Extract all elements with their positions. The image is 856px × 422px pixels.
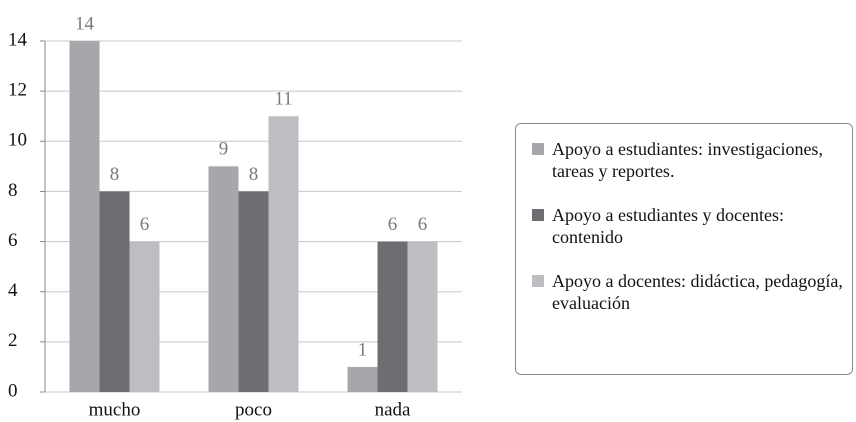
y-tick-label: 10 <box>8 130 27 151</box>
bar <box>407 241 438 392</box>
data-label: 1 <box>358 339 368 360</box>
legend-swatch <box>532 275 544 287</box>
legend-label: Apoyo a docentes: didáctica, pedagogía, … <box>552 271 843 313</box>
bar <box>268 116 299 392</box>
data-label: 8 <box>249 164 259 185</box>
bar <box>99 191 130 392</box>
bar <box>129 241 160 392</box>
data-label: 6 <box>140 214 150 235</box>
y-tick-label: 6 <box>8 230 18 251</box>
x-tick-label: mucho <box>89 399 141 420</box>
data-label: 6 <box>388 214 398 235</box>
data-label: 11 <box>274 89 292 110</box>
bar <box>377 241 408 392</box>
y-tick-label: 0 <box>8 380 18 401</box>
x-tick-label: poco <box>235 399 272 420</box>
bar <box>238 191 269 392</box>
y-tick-label: 14 <box>8 29 28 50</box>
legend-item: Apoyo a docentes: didáctica, pedagogía, … <box>532 270 852 314</box>
legend-label: Apoyo a estudiantes y docentes: contenid… <box>552 205 784 247</box>
data-label: 8 <box>110 164 120 185</box>
y-tick-label: 4 <box>8 280 18 301</box>
legend-swatch <box>532 143 544 155</box>
y-tick-label: 12 <box>8 80 27 101</box>
legend-item: Apoyo a estudiantes: investigaciones, ta… <box>532 138 852 182</box>
bar <box>347 366 378 392</box>
data-label: 6 <box>418 214 428 235</box>
data-label: 14 <box>75 13 95 34</box>
bar <box>69 41 100 392</box>
bar <box>208 166 239 392</box>
x-tick-label: nada <box>375 399 411 420</box>
legend-item: Apoyo a estudiantes y docentes: contenid… <box>532 204 852 248</box>
legend-swatch <box>532 209 544 221</box>
legend: Apoyo a estudiantes: investigaciones, ta… <box>515 123 853 375</box>
data-label: 9 <box>219 139 229 160</box>
legend-label: Apoyo a estudiantes: investigaciones, ta… <box>552 139 823 181</box>
y-tick-label: 8 <box>8 180 18 201</box>
y-tick-label: 2 <box>8 330 18 351</box>
